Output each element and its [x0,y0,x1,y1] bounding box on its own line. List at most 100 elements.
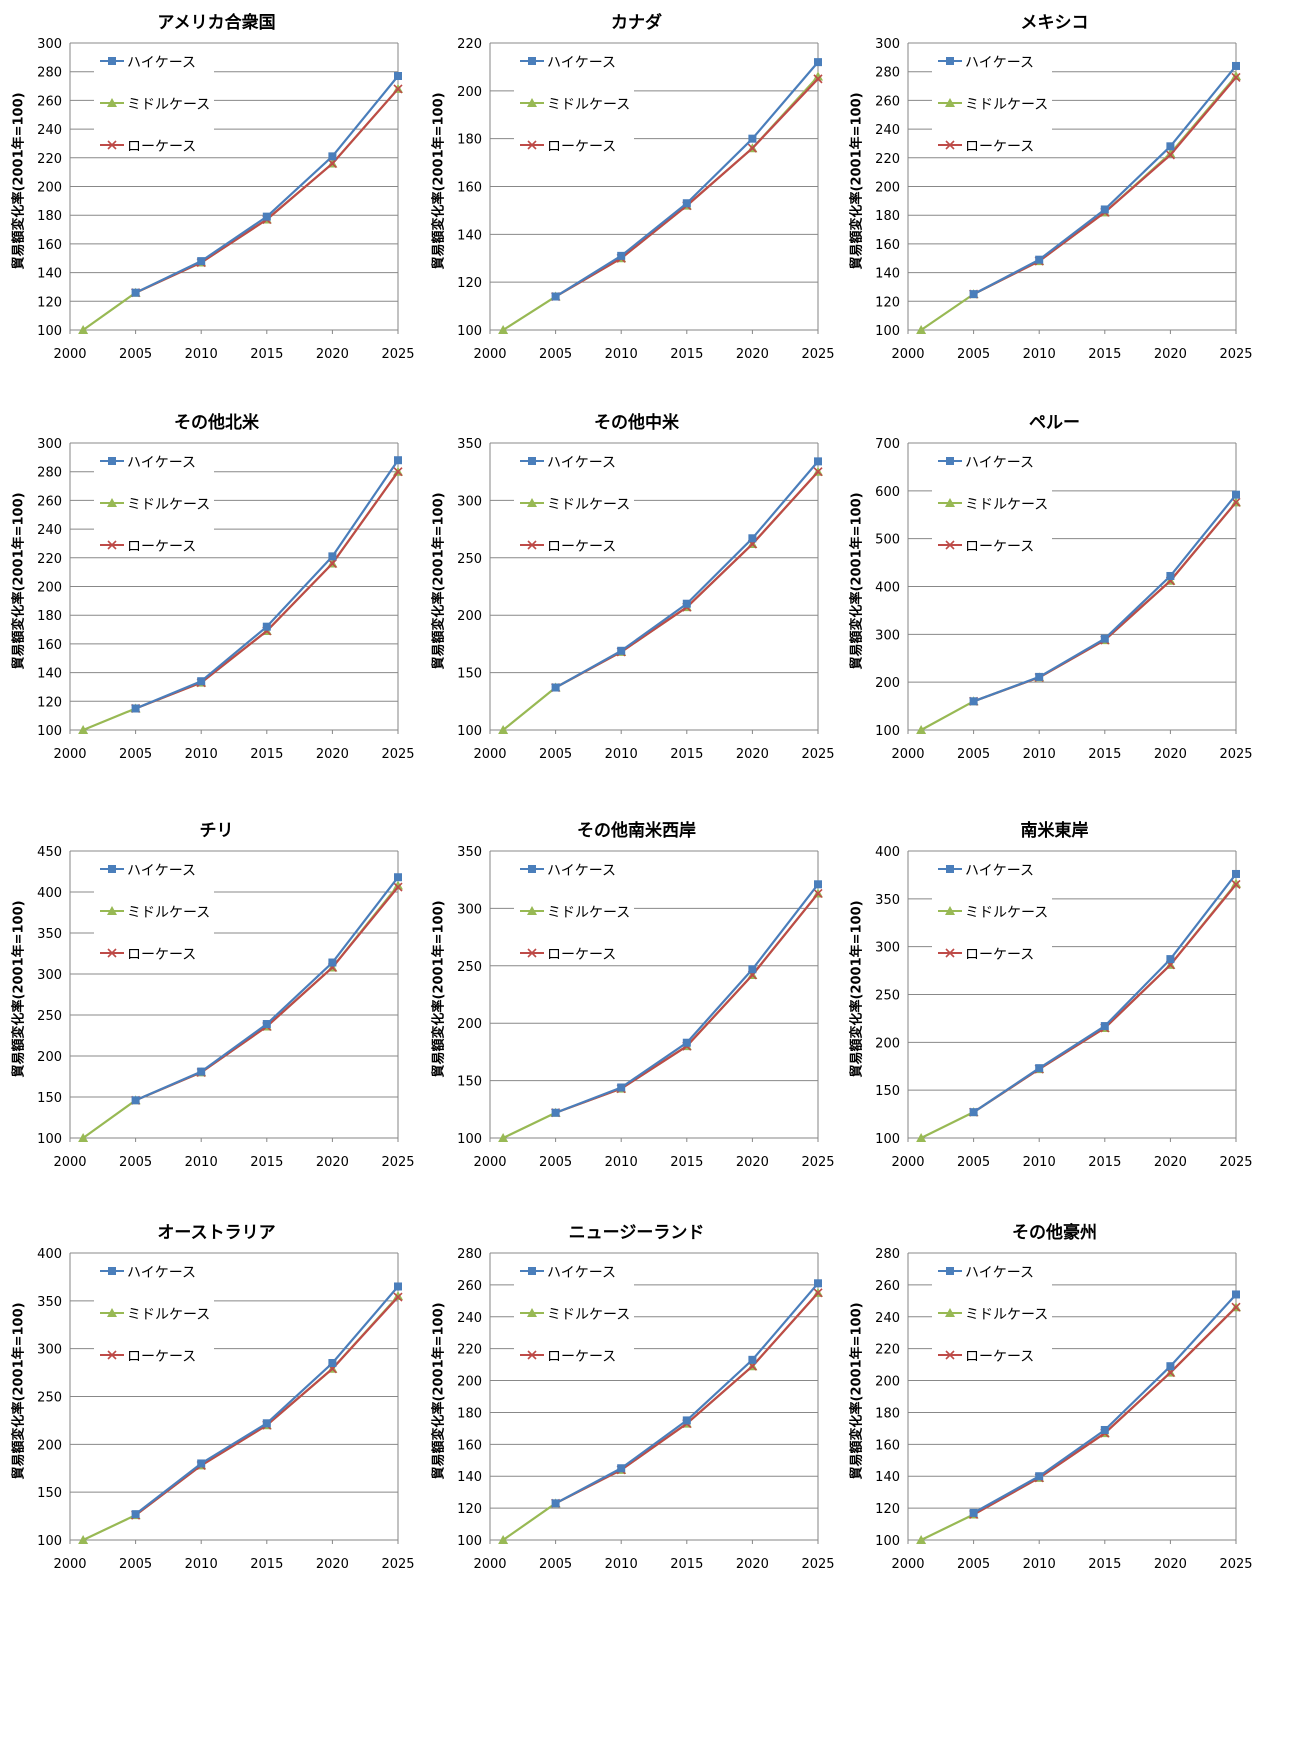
legend-label-low: ローケース [547,1349,617,1365]
data-point-high [131,704,140,713]
data-point-high [1166,571,1175,580]
legend-label-middle: ミドルケース [547,905,631,921]
legend-marker-shape-high [946,865,954,873]
x-tick-label: 2025 [801,1155,834,1170]
y-tick-label: 260 [37,494,62,509]
data-point-high [814,1279,822,1288]
y-tick-label: 200 [875,181,900,196]
x-tick-label: 2005 [957,747,990,762]
legend-marker-shape-low [107,140,117,150]
legend-marker-shape-low [107,948,117,958]
y-tick-label: 180 [457,133,482,148]
y-tick-label: 700 [875,437,900,452]
data-point-low [1231,72,1241,83]
data-point-middle [498,325,509,334]
x-tick-label: 2010 [605,1557,638,1572]
legend-marker-shape-low [945,1350,955,1360]
legend-marker-low [945,140,955,150]
x-tick-label: 2000 [891,347,924,362]
legend-item-low: ローケース [100,536,220,556]
data-point-high [814,58,822,67]
x-tick-label: 2020 [736,1557,769,1572]
x-tick-label: 2010 [1023,1557,1056,1572]
x-tick-label: 2010 [605,747,638,762]
legend-marker-middle [945,98,955,107]
y-tick-label: 240 [37,123,62,138]
legend-marker-shape-low [107,540,117,550]
legend-label-middle: ミドルケース [547,1307,631,1323]
line-chart: 100 150 200 250 300 350 400 2000 2005 2010 2015 202… [875,845,1252,1170]
legend-label-high: ハイケース [965,55,1035,71]
legend-item-low: ローケース [938,136,1058,156]
legend-marker-shape-high [528,57,536,65]
legend-item-middle: ミドルケース [520,1304,640,1324]
data-point-low [813,74,823,84]
x-tick-label: 2005 [119,747,152,762]
y-tick-label: 300 [875,941,900,956]
data-point-high [197,1067,206,1076]
legend-item-low: ローケース [520,944,640,964]
x-tick-label: 2000 [473,1155,506,1170]
legend-item-high: ハイケース [938,52,1058,72]
y-tick-label: 180 [875,209,900,224]
y-tick-label: 160 [875,238,900,253]
data-point-middle [1165,148,1176,158]
legend-marker-middle [945,906,955,915]
legend-marker-middle [107,1308,117,1317]
x-tick-label: 2010 [605,1155,638,1170]
x-tick-label: 2005 [539,1155,572,1170]
legend-label-middle: ミドルケース [127,1307,211,1323]
x-tick-label: 2010 [1023,347,1056,362]
legend-marker-shape-middle [527,98,537,107]
data-point-high [262,1020,271,1029]
data-point-high [1100,205,1109,214]
y-tick-label: 200 [457,85,482,100]
x-tick-label: 2015 [1088,347,1121,362]
legend-item-middle: ミドルケース [100,494,220,514]
chart-panel: カナダ 貿易額変化率(2001年=100) 100 120 140 160 180 200 22… [420,0,853,412]
x-tick-label: 2015 [670,1155,703,1170]
legend-marker-high [528,57,536,65]
x-tick-label: 2025 [1219,1557,1252,1572]
data-point-middle [393,1291,403,1301]
x-tick-label: 2015 [1088,1155,1121,1170]
y-tick-label: 400 [875,581,900,596]
y-tick-label: 100 [37,1534,62,1549]
x-tick-label: 2005 [539,747,572,762]
y-tick-label: 160 [457,181,482,196]
legend-item-low: ローケース [520,536,640,556]
data-point-high [682,1038,691,1047]
chart-panel: オーストラリア 貿易額変化率(2001年=100) 100 150 200 250 300 3… [0,1210,433,1622]
legend-marker-shape-high [108,57,116,65]
x-tick-label: 2010 [185,1557,218,1572]
line-chart: 100 150 200 250 300 350 2000 2005 2010 2015 2020 20… [457,437,834,762]
chart-title: その他中米 [594,413,679,433]
data-point-high [1100,1022,1109,1031]
x-tick-label: 2025 [1219,747,1252,762]
y-tick-label: 200 [875,1036,900,1051]
y-tick-label: 200 [37,1438,62,1453]
data-point-low [393,467,403,477]
data-point-high [748,134,757,143]
legend-item-low: ローケース [938,944,1058,964]
x-tick-label: 2015 [1088,1557,1121,1572]
legend-marker-shape-high [528,865,536,873]
y-tick-label: 400 [875,845,900,860]
legend-marker-low [107,140,117,150]
chart-title: カナダ [611,13,662,33]
legend-item-middle: ミドルケース [938,494,1058,514]
chart-title: ニュージーランド [568,1223,705,1243]
y-tick-label: 140 [37,267,62,282]
chart-title: その他北米 [174,413,259,433]
legend-marker-low [527,140,537,150]
y-tick-label: 120 [457,276,482,291]
x-tick-label: 2015 [670,1557,703,1572]
data-point-high [1035,1064,1044,1073]
data-point-high [551,683,560,692]
y-tick-label: 100 [875,324,900,339]
legend-marker-shape-high [946,1267,954,1275]
data-point-high [1232,490,1240,499]
y-tick-label: 100 [457,724,482,739]
chart-title: その他豪州 [1012,1223,1097,1243]
legend-marker-middle [107,98,117,107]
